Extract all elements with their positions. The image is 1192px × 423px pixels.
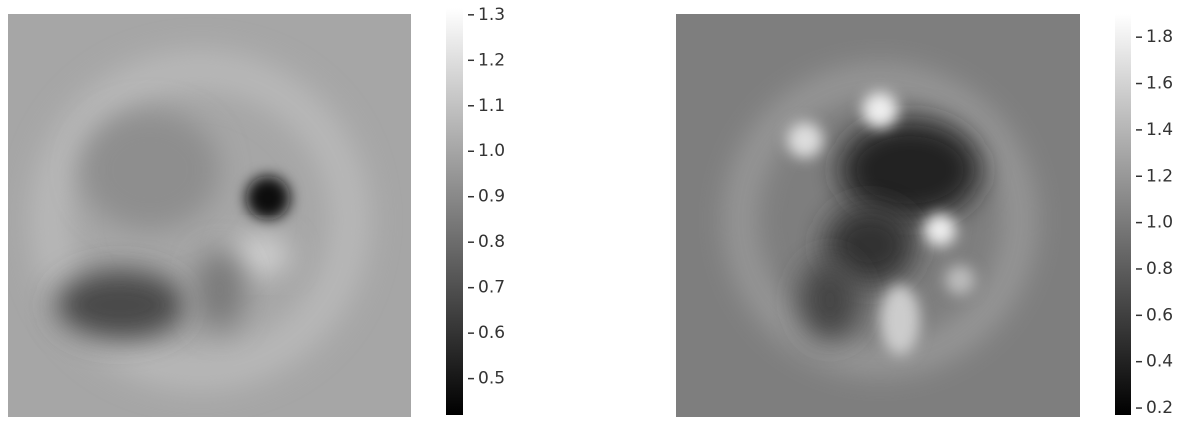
tick-label: 1.2 bbox=[1146, 166, 1173, 186]
tick-label: 1.3 bbox=[478, 5, 505, 25]
tick-label: 0.2 bbox=[1146, 398, 1173, 418]
tick-label: 1.1 bbox=[478, 96, 505, 116]
tick-label: 1.0 bbox=[1146, 213, 1173, 233]
colorbar bbox=[1115, 14, 1131, 415]
image-left bbox=[8, 14, 411, 417]
tick-label: 0.8 bbox=[478, 232, 505, 252]
tick-label: 0.5 bbox=[478, 369, 505, 389]
tick-label: 1.2 bbox=[478, 50, 505, 70]
tick-label: 0.8 bbox=[1146, 259, 1173, 279]
tick-label: 0.9 bbox=[478, 187, 505, 207]
tick-label: 0.4 bbox=[1146, 352, 1173, 372]
tick-label: 1.6 bbox=[1146, 74, 1173, 94]
tick-label: 1.0 bbox=[478, 141, 505, 161]
image-right bbox=[676, 14, 1080, 417]
tick-label: 0.6 bbox=[478, 323, 505, 343]
tick-label: 1.8 bbox=[1146, 27, 1173, 47]
tick-label: 0.7 bbox=[478, 278, 505, 298]
tick-label: 0.6 bbox=[1146, 305, 1173, 325]
tick-label: 1.4 bbox=[1146, 120, 1173, 140]
colorbar bbox=[446, 8, 463, 415]
